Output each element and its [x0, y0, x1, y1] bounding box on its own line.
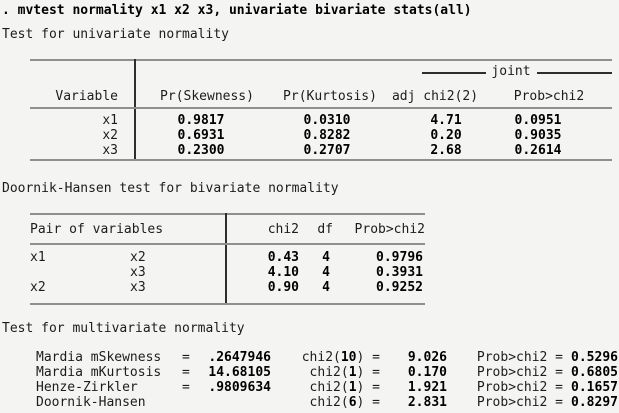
prob-chi2-value: 0.5296	[571, 350, 618, 365]
chi2-close: ) =	[356, 380, 380, 395]
chi2-value: 0.90	[267, 280, 299, 295]
prob-chi2-label: Prob>chi2 =	[476, 350, 563, 365]
variable-name: x3	[102, 143, 118, 158]
test-label: Doornik-Hansen	[36, 395, 146, 410]
chi2-value: 4.10	[267, 265, 299, 280]
chi2-value: 0.170	[407, 365, 447, 380]
univariate-header-adj-chi2: adj chi2(2)	[391, 89, 479, 104]
kurtosis-value: 0.2707	[303, 143, 351, 158]
chi2-value: 0.43	[267, 250, 299, 265]
chi2-value: 2.831	[407, 395, 447, 410]
univariate-header-prob-chi2: Prob>chi2	[513, 89, 585, 104]
chi2-df: 1	[348, 380, 357, 395]
bivariate-table-top-rule	[30, 213, 425, 215]
adj-chi2-value: 4.71	[430, 113, 462, 128]
equals-sign: =	[182, 365, 190, 380]
bivariate-table-bottom-rule	[30, 303, 425, 305]
variable-name: x2	[102, 128, 118, 143]
skewness-value: 0.6931	[177, 128, 225, 143]
chi2-open: chi2(	[301, 350, 341, 365]
joint-spanner-right-rule	[537, 72, 612, 74]
univariate-table-bottom-rule	[30, 159, 612, 161]
chi2-value: 1.921	[407, 380, 447, 395]
skewness-value: 0.2300	[177, 143, 225, 158]
skewness-value: 0.9817	[177, 113, 225, 128]
kurtosis-value: 0.0310	[303, 113, 351, 128]
test-label: Mardia mKurtosis	[36, 365, 162, 380]
chi2-df: 1	[348, 365, 357, 380]
test-label: Henze-Zirkler	[36, 380, 138, 395]
chi2-label: chi2(1) =	[310, 365, 380, 380]
prob-chi2-value: 0.8297	[571, 395, 618, 410]
statistic-value: .9809634	[208, 380, 271, 395]
chi2-close: ) =	[356, 365, 380, 380]
prob-chi2-value: 0.0951	[514, 113, 562, 128]
univariate-header-rule	[30, 107, 612, 109]
prob-chi2-value: 0.6805	[571, 365, 618, 380]
joint-spanner-left-rule	[422, 72, 486, 74]
chi2-df: 6	[348, 395, 357, 410]
pair-var1: x1	[30, 250, 46, 265]
pair-var2: x2	[130, 250, 146, 265]
chi2-value: 9.026	[407, 350, 447, 365]
equals-sign: =	[182, 380, 190, 395]
prob-chi2-value: 0.2614	[514, 143, 562, 158]
pair-var2: x3	[130, 280, 146, 295]
bivariate-header-pair: Pair of variables	[30, 222, 164, 237]
prob-chi2-value: 0.9252	[376, 280, 423, 295]
prob-chi2-label: Prob>chi2 =	[476, 365, 563, 380]
kurtosis-value: 0.8282	[303, 128, 351, 143]
pair-var1: x2	[30, 280, 46, 295]
chi2-open: chi2(	[309, 395, 349, 410]
joint-spanner-label: joint	[491, 64, 531, 79]
equals-sign: =	[182, 350, 190, 365]
chi2-close: ) =	[356, 395, 380, 410]
univariate-table-vertical-rule	[134, 59, 136, 161]
prob-chi2-value: 0.3931	[376, 265, 423, 280]
prob-chi2-label: Prob>chi2 =	[476, 395, 563, 410]
univariate-header-kurtosis: Pr(Kurtosis)	[283, 89, 377, 104]
statistic-value: .2647946	[208, 350, 271, 365]
prob-chi2-value: 0.9035	[514, 128, 562, 143]
adj-chi2-value: 2.68	[430, 143, 462, 158]
chi2-open: chi2(	[309, 365, 349, 380]
prob-chi2-label: Prob>chi2 =	[476, 380, 563, 395]
bivariate-header-chi2: chi2	[267, 222, 299, 237]
bivariate-header-rule	[30, 243, 425, 245]
variable-name: x1	[102, 113, 118, 128]
chi2-label: chi2(10) =	[302, 350, 380, 365]
bivariate-section-title: Doornik-Hansen test for bivariate normal…	[2, 181, 339, 196]
univariate-table-top-rule	[30, 59, 612, 61]
chi2-label: chi2(1) =	[310, 380, 380, 395]
chi2-open: chi2(	[309, 380, 349, 395]
prob-chi2-value: 0.1657	[571, 380, 618, 395]
pair-var2: x3	[130, 265, 146, 280]
univariate-header-variable: Variable	[55, 89, 118, 104]
bivariate-header-df: df	[317, 222, 333, 237]
univariate-header-skewness: Pr(Skewness)	[160, 89, 254, 104]
chi2-df: 10	[340, 350, 357, 365]
univariate-section-title: Test for univariate normality	[2, 27, 229, 42]
adj-chi2-value: 0.20	[430, 128, 462, 143]
chi2-label: chi2(6) =	[310, 395, 380, 410]
df-value: 4	[322, 280, 330, 295]
bivariate-table-vertical-rule	[225, 213, 227, 305]
statistic-value: 14.68105	[208, 365, 271, 380]
bivariate-header-prob-chi2: Prob>chi2	[354, 222, 425, 237]
df-value: 4	[322, 250, 330, 265]
chi2-close: ) =	[356, 350, 380, 365]
command-line: . mvtest normality x1 x2 x3, univariate …	[2, 3, 472, 18]
prob-chi2-value: 0.9796	[376, 250, 423, 265]
multivariate-section-title: Test for multivariate normality	[2, 321, 245, 336]
test-label: Mardia mSkewness	[36, 350, 162, 365]
df-value: 4	[322, 265, 330, 280]
